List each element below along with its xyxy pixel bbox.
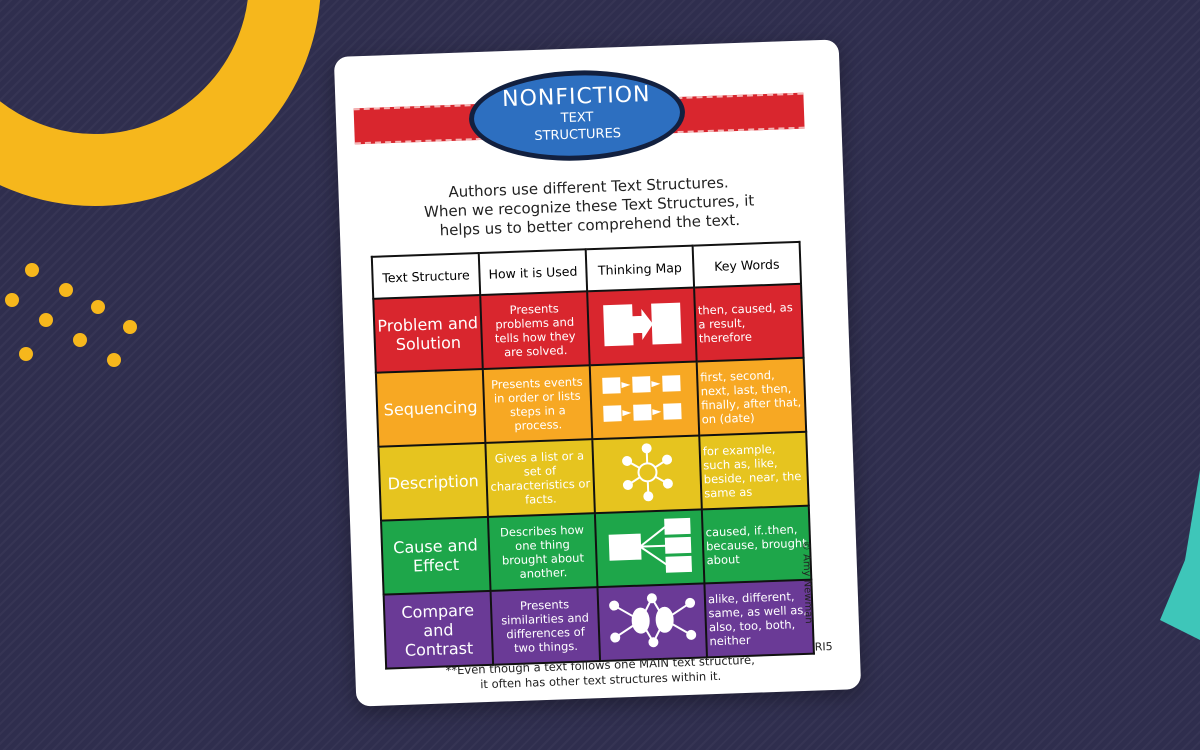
thinking-map: [594, 509, 705, 588]
map-icon: [608, 517, 692, 573]
how-used: Presents events in order or lists steps …: [482, 365, 593, 443]
thinking-map: [592, 435, 702, 514]
intro: Authors use different Text Structures. W…: [358, 170, 820, 243]
how-used: Gives a list or a set of characteristics…: [485, 439, 595, 517]
column-header: Thinking Map: [585, 245, 695, 292]
structure-name: Problem and Solution: [373, 295, 483, 373]
table-row: Compare and Contrast Presents similaritie…: [383, 579, 814, 669]
table-row: Problem and Solution Presents problems an…: [373, 283, 804, 373]
how-used: Presents problems and tells how they are…: [480, 291, 590, 370]
table-row: Description Gives a list or a set of char…: [378, 431, 809, 521]
map-icon: [602, 302, 682, 347]
structure-table: Text Structure How it is Used Thinking Map…: [371, 241, 815, 670]
thinking-map: [597, 583, 707, 662]
standard-code: RI5: [814, 639, 833, 654]
structure-name: Cause and Effect: [381, 516, 491, 595]
thinking-map: [589, 361, 700, 440]
structure-name: Sequencing: [375, 369, 486, 447]
table-row: Sequencing Presents events in order or li…: [375, 357, 807, 447]
poster: NONFICTION TEXT STRUCTURES Authors use d…: [333, 39, 862, 707]
column-header: How it is Used: [478, 249, 588, 296]
structure-name: Description: [378, 442, 488, 521]
table-body: Problem and Solution Presents problems an…: [373, 283, 814, 669]
thinking-map: [587, 287, 697, 366]
key-words: then, caused, as a result, therefore: [694, 283, 804, 362]
structure-name: Compare and Contrast: [383, 590, 494, 669]
dots: [5, 263, 137, 367]
teal-shape: [1160, 470, 1200, 640]
map-icon: [608, 593, 696, 648]
map-icon: [621, 443, 673, 502]
how-used: Describes how one thing brought about an…: [487, 513, 598, 591]
credit: © Amy Newman: [799, 540, 814, 624]
column-header: Key Words: [692, 241, 802, 288]
key-words: first, second, next, last, then, finally…: [696, 357, 807, 436]
key-words: for example, such as, like, beside, near…: [699, 431, 809, 510]
key-words: caused, if..then, because, brought about: [701, 505, 812, 584]
yellow-arc: [0, 0, 321, 206]
column-header: Text Structure: [371, 253, 481, 299]
key-words: alike, different, same, as well as, also…: [704, 579, 814, 658]
map-icon: [601, 375, 682, 422]
table-row: Cause and Effect Describes how one thing …: [381, 505, 812, 595]
how-used: Presents similarities and differences of…: [490, 587, 601, 665]
title-oval: NONFICTION TEXT STRUCTURES: [467, 66, 687, 165]
